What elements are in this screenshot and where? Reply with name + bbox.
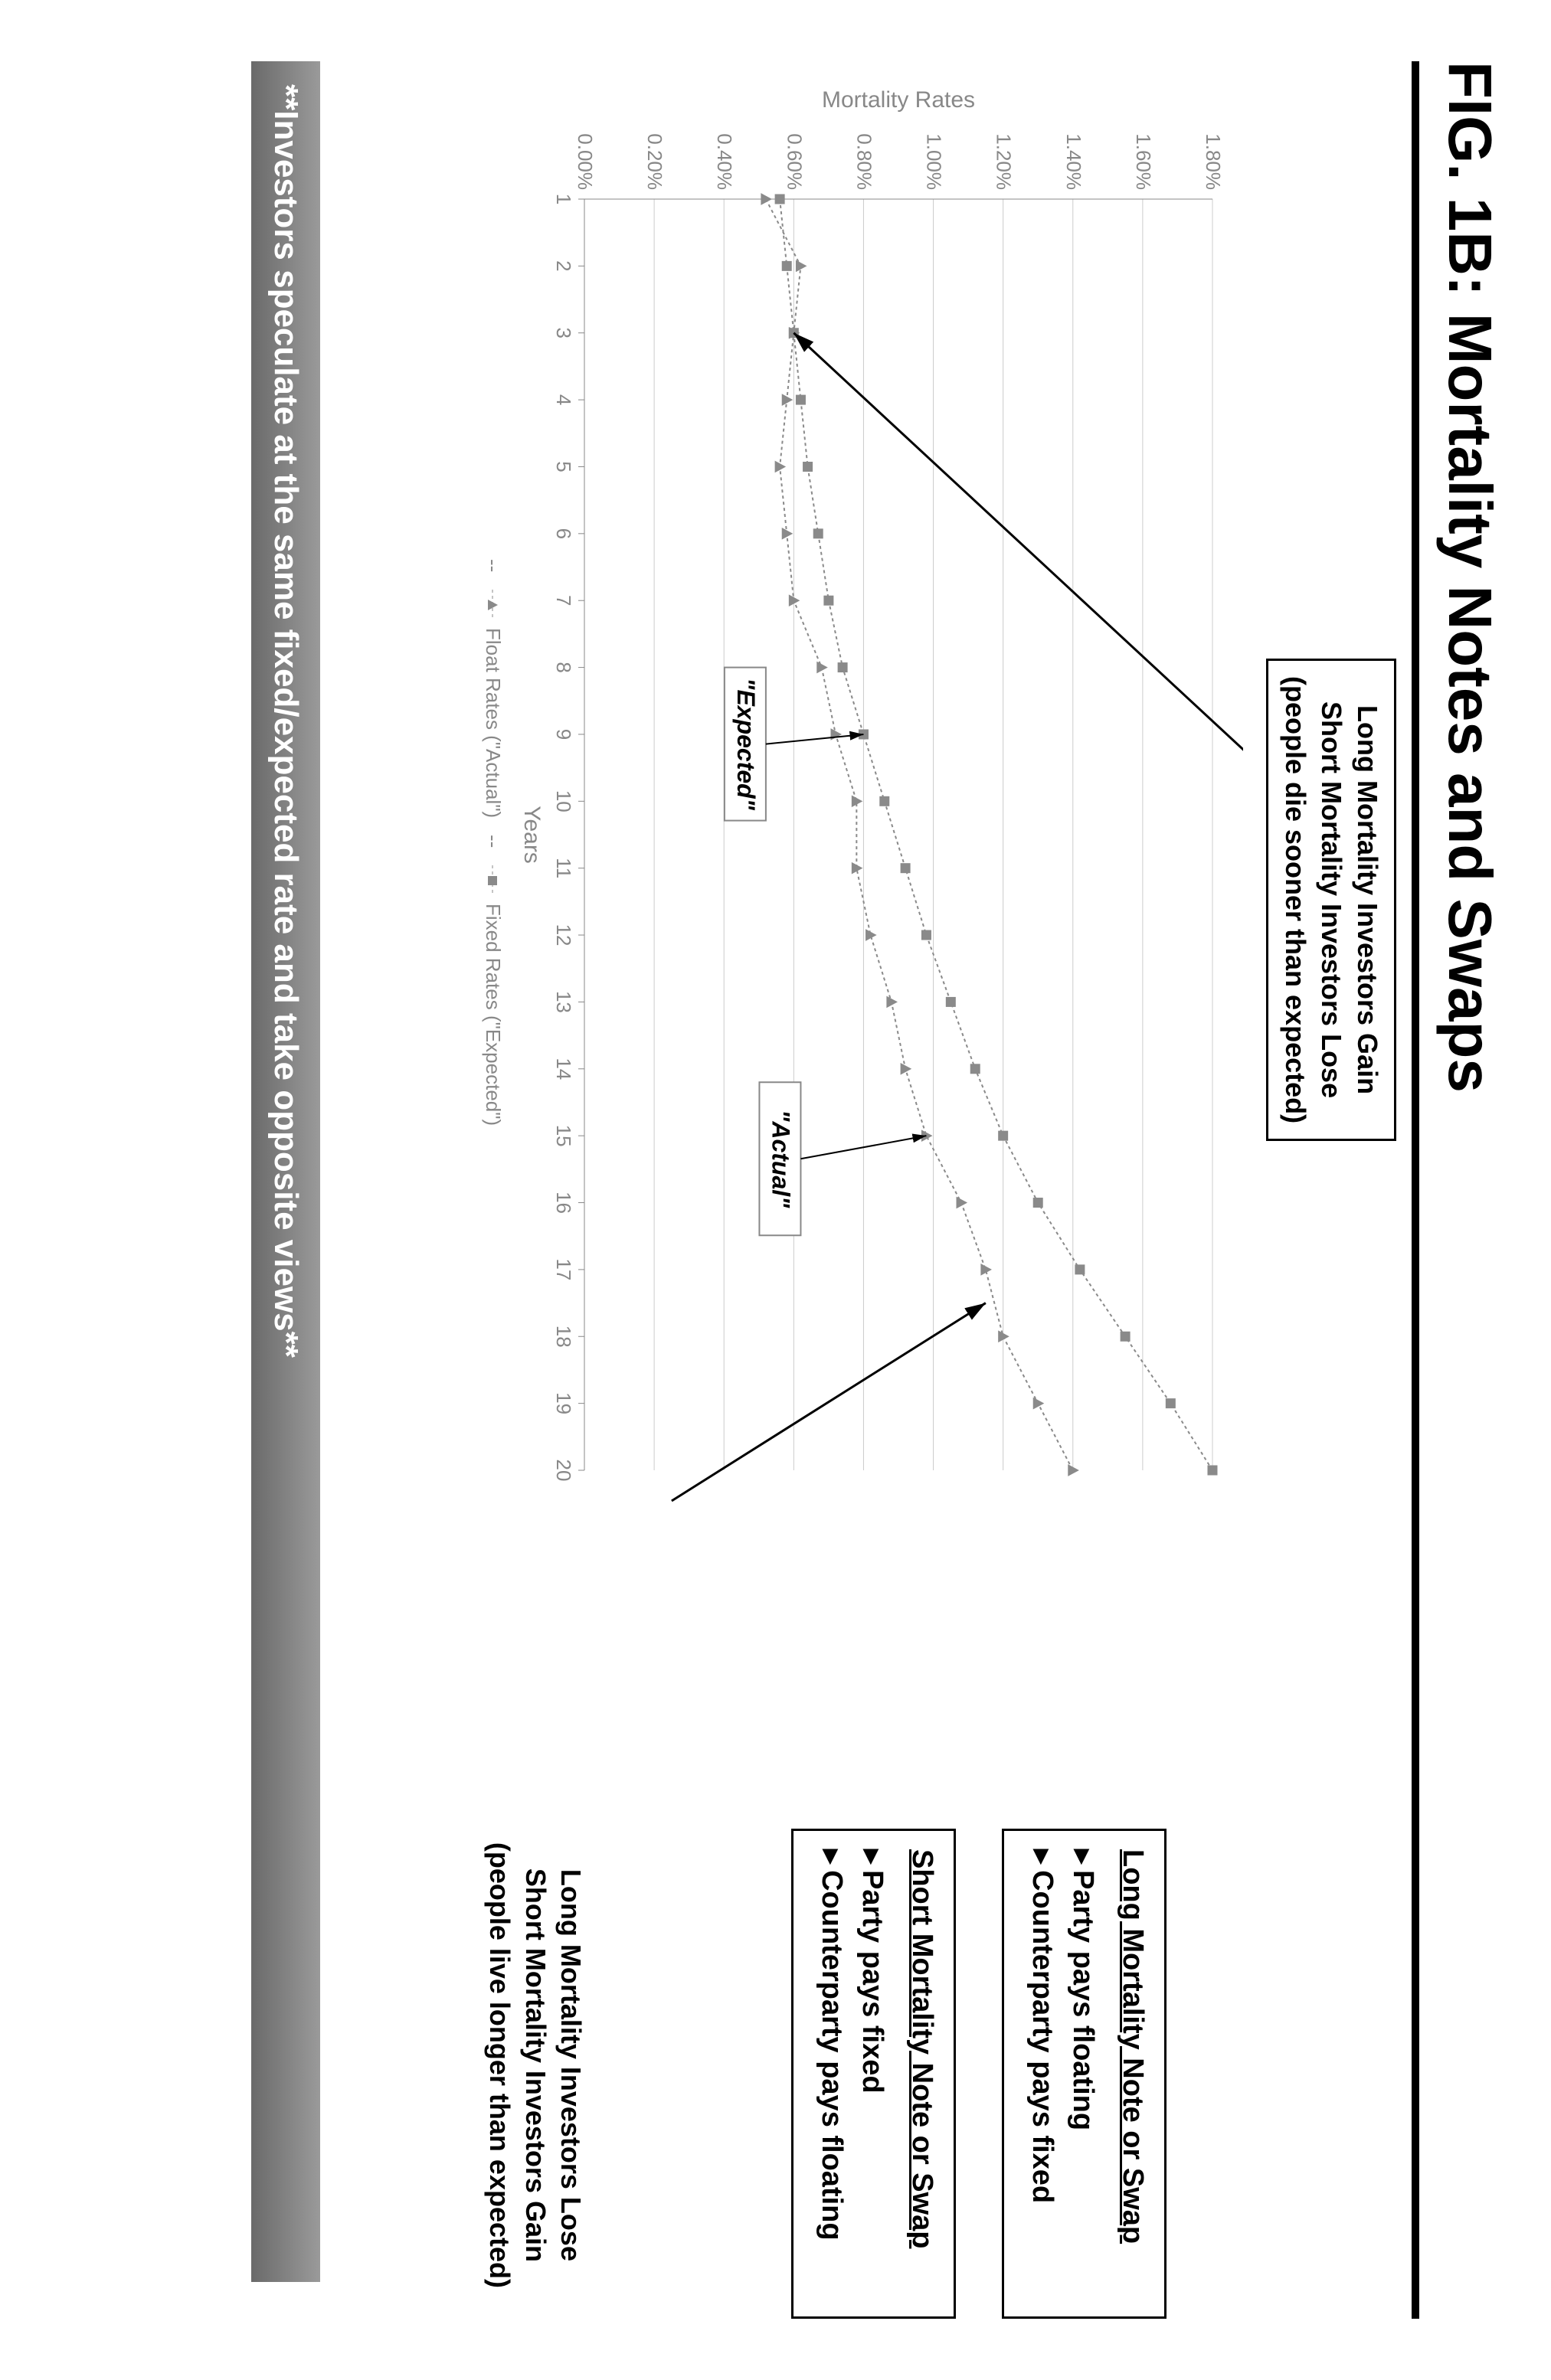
- long-box-item1: Party pays floating: [1066, 1849, 1101, 2298]
- svg-text:1.20%: 1.20%: [993, 133, 1016, 190]
- svg-text:Float Rates ("Actual"): Float Rates ("Actual"): [482, 628, 505, 818]
- callout-bottom-line3: (people live longer than expected): [481, 1842, 517, 2288]
- svg-text:7: 7: [552, 595, 575, 606]
- svg-text:--: --: [482, 835, 505, 848]
- svg-text:Fixed Rates ("Expected"): Fixed Rates ("Expected"): [482, 904, 505, 1126]
- svg-text:"Actual": "Actual": [767, 1110, 794, 1208]
- chart-wrap: 0.00% 0.20% 0.40% 0.60% 0.80% 1.00% 1.20% 1.40%…: [435, 61, 1243, 1798]
- svg-text:11: 11: [552, 858, 575, 878]
- short-box-item1: Party pays fixed: [856, 1849, 890, 2298]
- svg-text:19: 19: [552, 1392, 575, 1414]
- svg-text:16: 16: [552, 1192, 575, 1214]
- svg-text:1: 1: [552, 194, 575, 204]
- svg-text:8: 8: [552, 662, 575, 672]
- short-mortality-box: Short Mortality Note or Swap Party pays …: [791, 1829, 956, 2319]
- svg-text:20: 20: [552, 1460, 575, 1482]
- svg-text:14: 14: [552, 1058, 575, 1080]
- callout-top: Long Mortality Investors Gain Short Mort…: [1266, 659, 1396, 1141]
- svg-text:12: 12: [552, 924, 575, 946]
- svg-text:"Expected": "Expected": [732, 678, 760, 810]
- svg-text:13: 13: [552, 991, 575, 1013]
- svg-text:2: 2: [552, 260, 575, 271]
- callout-bottom-line2: Short Mortality Investors Gain: [517, 1842, 553, 2288]
- content-row: Long Mortality Investors Gain Short Mort…: [435, 61, 1381, 2319]
- side-boxes: Long Mortality Note or Swap Party pays f…: [791, 1829, 1167, 2319]
- svg-text:Mortality Rates: Mortality Rates: [822, 87, 975, 113]
- svg-text:15: 15: [552, 1125, 575, 1147]
- svg-text:5: 5: [552, 461, 575, 472]
- svg-text:18: 18: [552, 1326, 575, 1348]
- svg-text:1.40%: 1.40%: [1062, 133, 1085, 190]
- title-underline: [1412, 61, 1419, 2319]
- chart-area: Long Mortality Investors Gain Short Mort…: [435, 61, 1381, 1798]
- long-box-item2: Counterparty pays fixed: [1026, 1849, 1060, 2298]
- svg-text:0.80%: 0.80%: [852, 133, 875, 190]
- short-box-title: Short Mortality Note or Swap: [905, 1849, 938, 2298]
- svg-text:0.60%: 0.60%: [783, 133, 806, 190]
- svg-text:1.00%: 1.00%: [923, 133, 946, 190]
- svg-text:0.00%: 0.00%: [574, 133, 597, 190]
- callout-top-line1: Long Mortality Investors Gain: [1349, 676, 1385, 1123]
- long-mortality-box: Long Mortality Note or Swap Party pays f…: [1002, 1829, 1167, 2319]
- callout-bottom: Long Mortality Investors Lose Short Mort…: [481, 1842, 588, 2288]
- svg-text:--: --: [482, 559, 505, 572]
- svg-text:3: 3: [552, 328, 575, 338]
- callout-bottom-line1: Long Mortality Investors Lose: [553, 1842, 589, 2288]
- page: FIG. 1B: Mortality Notes and Swaps Long …: [0, 0, 1551, 2380]
- bottom-banner: **Investors speculate at the same fixed/…: [251, 61, 320, 2282]
- svg-text:1.80%: 1.80%: [1202, 133, 1225, 190]
- svg-text:Years: Years: [519, 806, 545, 864]
- callout-top-line3: (people die sooner than expected): [1278, 676, 1314, 1123]
- callout-top-line2: Short Mortality Investors Lose: [1313, 676, 1349, 1123]
- mortality-chart: 0.00% 0.20% 0.40% 0.60% 0.80% 1.00% 1.20% 1.40%…: [439, 61, 1243, 1516]
- svg-text:6: 6: [552, 528, 575, 539]
- short-box-item2: Counterparty pays floating: [815, 1849, 849, 2298]
- svg-text:0.40%: 0.40%: [713, 133, 736, 190]
- svg-text:1.60%: 1.60%: [1132, 133, 1155, 190]
- svg-text:4: 4: [552, 394, 575, 405]
- svg-text:0.20%: 0.20%: [643, 133, 666, 190]
- long-box-title: Long Mortality Note or Swap: [1116, 1849, 1149, 2298]
- svg-text:9: 9: [552, 729, 575, 740]
- svg-text:10: 10: [552, 790, 575, 812]
- svg-text:17: 17: [552, 1258, 575, 1280]
- figure-title: FIG. 1B: Mortality Notes and Swaps: [1435, 61, 1505, 2319]
